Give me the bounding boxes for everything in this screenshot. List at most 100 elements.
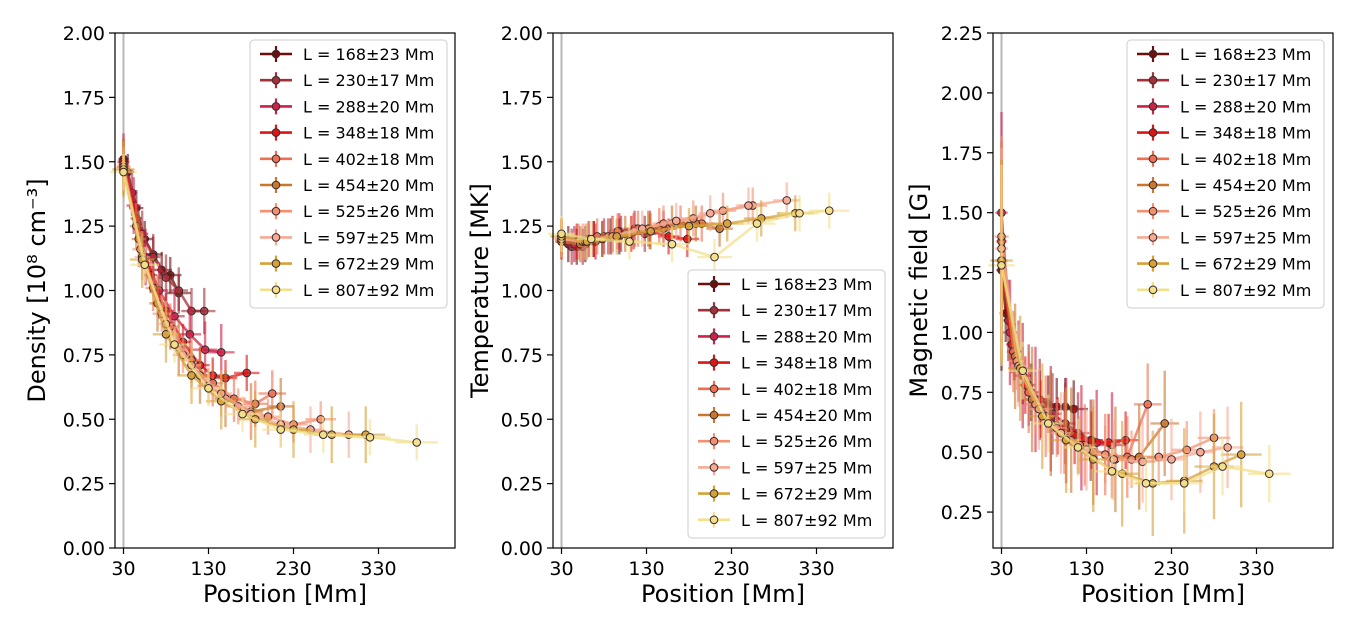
legend-marker (1148, 180, 1158, 190)
y-tick-label: 0.25 (941, 502, 983, 524)
legend-marker (1148, 259, 1158, 268)
panel-3: 0.25 0.50 0.75 1.00 1.25 1.50 1.75 2.00 2.25 30 13… (905, 23, 1334, 608)
legend-label: L = 168±23 Mm (741, 275, 872, 294)
data-point (1160, 419, 1169, 428)
legend-label: L = 348±18 Mm (1180, 124, 1311, 143)
x-tick-label: 330 (798, 558, 834, 580)
data-point (200, 345, 210, 355)
y-axis-label: Magnetic field [G] (905, 183, 933, 397)
data-point (744, 201, 753, 210)
legend-marker (1148, 233, 1158, 242)
data-point (625, 237, 634, 246)
legend-box (687, 269, 886, 539)
x-tick-label: 230 (713, 558, 749, 580)
data-point (1167, 455, 1176, 464)
y-tick-label: 1.00 (941, 322, 983, 344)
y-tick-label: 1.00 (501, 281, 543, 303)
legend-label: L = 168±23 Mm (303, 45, 434, 64)
data-point (185, 329, 195, 339)
legend-label: L = 597±25 Mm (303, 228, 434, 247)
legend-label: L = 348±18 Mm (741, 354, 872, 373)
x-tick-label: 230 (1153, 558, 1189, 580)
data-point (1179, 479, 1189, 488)
legend-marker (1148, 102, 1158, 111)
legend-label: L = 672±29 Mm (303, 255, 434, 274)
legend-label: L = 288±20 Mm (741, 327, 872, 346)
data-point (824, 206, 834, 215)
data-point (318, 430, 328, 440)
legend-label: L = 525±26 Mm (303, 202, 434, 221)
data-point (204, 384, 213, 393)
y-tick-label: 1.50 (501, 152, 543, 174)
plot-frame (992, 32, 1334, 549)
legend-label: L = 807±92 Mm (741, 511, 872, 530)
data-point (710, 252, 719, 262)
y-tick-label: 0.75 (501, 345, 543, 367)
legend-marker (271, 206, 281, 216)
legend-marker (1148, 154, 1158, 164)
y-tick-label: 2.25 (941, 23, 983, 45)
legend-marker (709, 436, 719, 446)
legend-marker (1148, 75, 1158, 85)
legend-marker (709, 305, 719, 315)
legend-marker (709, 515, 719, 525)
data-point (684, 221, 694, 231)
legend-marker (1148, 128, 1158, 137)
data-point (365, 432, 375, 442)
x-tick-label: 30 (111, 558, 135, 580)
data-point (187, 371, 196, 380)
legend-label: L = 454±20 Mm (1180, 176, 1311, 195)
data-point (752, 219, 762, 228)
y-tick-label: 2.00 (63, 23, 105, 45)
legend-marker (1148, 49, 1158, 59)
legend-label: L = 597±25 Mm (1180, 228, 1311, 247)
x-axis-label: Position [Mm] (641, 580, 805, 608)
legend: L = 168±23 Mm L = 230±17 Mm L = 288±20 Mm L… (249, 39, 448, 309)
data-point (412, 438, 422, 447)
data-point (1073, 443, 1083, 452)
data-point (586, 234, 596, 244)
legend-marker (709, 463, 719, 472)
data-point (782, 196, 792, 205)
y-tick-label: 1.75 (63, 87, 105, 109)
panel-1: 0.00 0.25 0.50 0.75 1.00 1.25 1.50 1.75 2.00 30 13… (23, 23, 456, 608)
y-tick-label: 2.00 (501, 23, 543, 45)
legend-label: L = 402±18 Mm (1180, 150, 1311, 169)
x-tick-label: 130 (628, 558, 664, 580)
data-point (119, 167, 128, 177)
panel-2: 0.00 0.25 0.50 0.75 1.00 1.25 1.50 1.75 2.00 30 13… (466, 23, 894, 608)
y-axis-label: Temperature [MK] (466, 183, 494, 399)
legend-label: L = 288±20 Mm (303, 97, 434, 116)
data-point (1143, 399, 1152, 409)
data-point (1043, 419, 1053, 428)
y-tick-label: 1.75 (501, 87, 543, 109)
legend-marker (271, 285, 281, 295)
y-tick-label: 1.25 (63, 216, 105, 238)
y-tick-label: 0.25 (63, 474, 105, 496)
y-tick-label: 1.50 (941, 203, 983, 225)
series-10 (988, 164, 1291, 513)
legend-marker (709, 332, 719, 341)
data-point (997, 261, 1006, 270)
data-point (671, 216, 681, 226)
legend-label: L = 230±17 Mm (741, 301, 872, 320)
legend-label: L = 230±17 Mm (303, 71, 434, 90)
data-point (705, 208, 715, 218)
legend-label: L = 168±23 Mm (1180, 45, 1311, 64)
legend-marker (709, 358, 719, 367)
legend-marker (709, 489, 719, 498)
data-point (795, 208, 804, 218)
legend-marker (271, 102, 281, 111)
legend-label: L = 348±18 Mm (303, 124, 434, 143)
data-point (1264, 469, 1274, 479)
legend-marker (271, 233, 281, 242)
x-tick-label: 130 (1068, 558, 1104, 580)
data-point (267, 389, 277, 398)
legend: L = 168±23 Mm L = 230±17 Mm L = 288±20 Mm L… (687, 269, 886, 539)
x-tick-label: 330 (360, 558, 396, 580)
y-tick-label: 1.75 (941, 143, 983, 165)
legend-label: L = 454±20 Mm (741, 406, 872, 425)
y-tick-label: 2.00 (941, 83, 983, 105)
y-axis-label: Density [10⁸ cm⁻³] (23, 178, 51, 402)
legend-marker (271, 128, 281, 137)
